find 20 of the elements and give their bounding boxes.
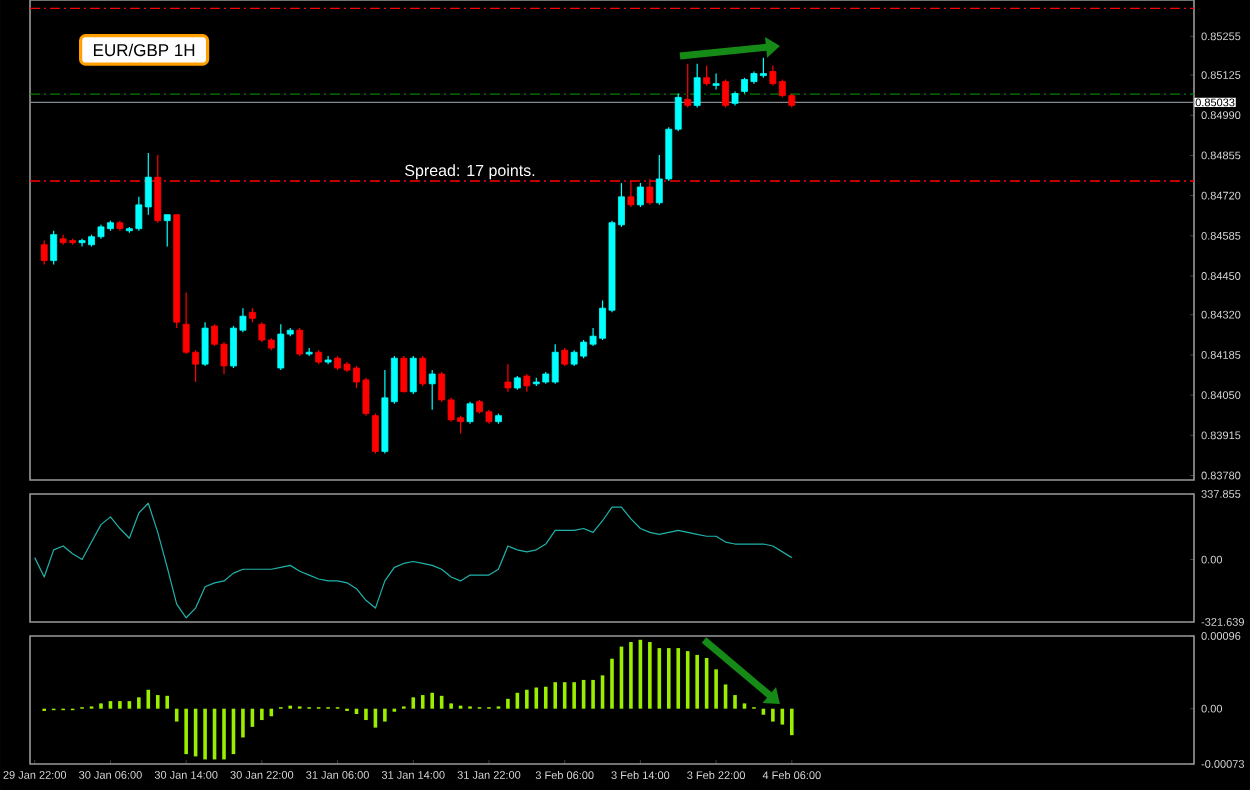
annotation: Spread: 17 points.	[405, 164, 535, 180]
candlestick	[400, 355, 408, 393]
candlestick	[684, 63, 692, 109]
candlestick	[371, 412, 379, 455]
candlestick	[201, 321, 209, 367]
candlestick	[722, 78, 729, 109]
candlestick	[428, 369, 436, 411]
candlestick	[40, 239, 48, 265]
candlestick	[504, 363, 512, 393]
candlestick	[712, 72, 720, 91]
candlestick	[636, 182, 644, 208]
candlestick	[409, 355, 417, 395]
text: EUR/GBP 1H	[93, 43, 195, 57]
candlestick	[419, 355, 427, 387]
candlestick	[703, 64, 711, 87]
candlestick	[296, 327, 304, 357]
candlestick	[466, 401, 474, 425]
candlestick	[50, 230, 58, 265]
candlestick	[693, 63, 701, 109]
candlestick	[163, 214, 171, 248]
